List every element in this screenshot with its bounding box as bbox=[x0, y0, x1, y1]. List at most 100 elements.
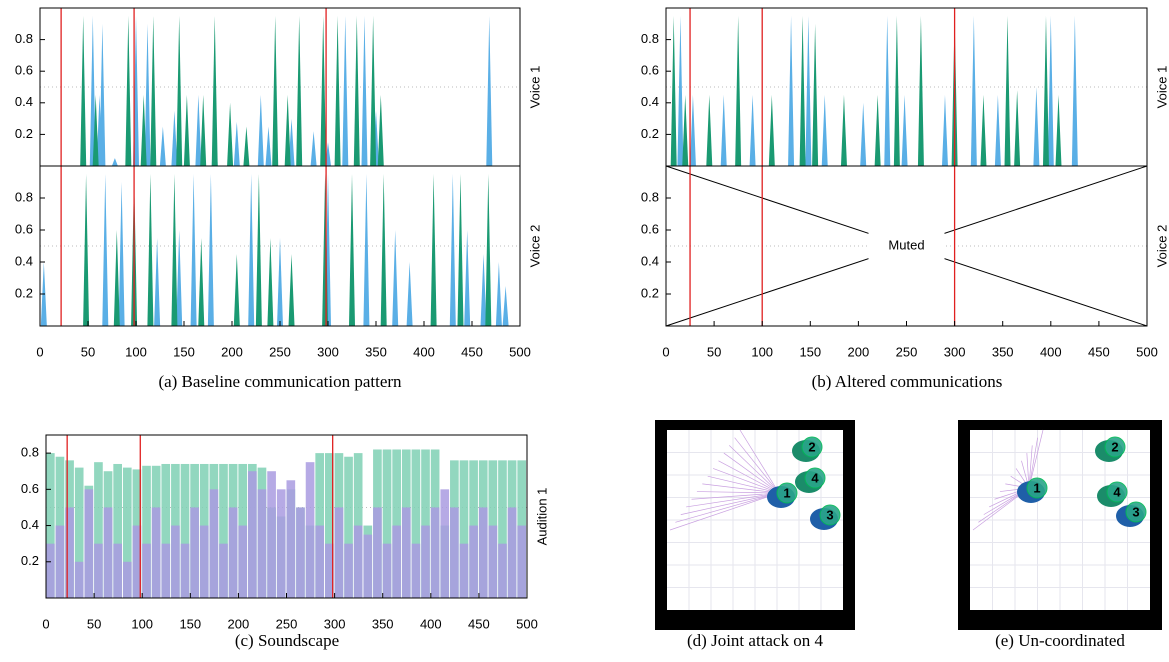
spike bbox=[682, 94, 689, 166]
bar bbox=[132, 525, 142, 598]
bar bbox=[238, 525, 248, 598]
spike bbox=[183, 94, 190, 166]
spike bbox=[1055, 94, 1062, 166]
bar bbox=[450, 507, 459, 598]
agent-head bbox=[1026, 477, 1048, 499]
sight-ray bbox=[691, 492, 780, 500]
x-tick-label: 250 bbox=[276, 616, 298, 631]
arena: 1 2 3 4 bbox=[655, 420, 855, 630]
spike bbox=[749, 94, 756, 166]
bar bbox=[498, 460, 507, 598]
x-tick-label: 50 bbox=[707, 344, 721, 359]
sight-ray bbox=[1028, 429, 1044, 489]
spike bbox=[200, 94, 207, 166]
agent-head bbox=[804, 467, 826, 489]
spike bbox=[363, 174, 370, 326]
bar bbox=[180, 543, 190, 598]
spike bbox=[111, 158, 118, 166]
bar bbox=[324, 543, 334, 598]
bar bbox=[142, 543, 151, 598]
agent-head bbox=[1125, 501, 1147, 523]
spike bbox=[994, 94, 1001, 166]
x-tick-label: 500 bbox=[509, 344, 531, 359]
x-tick-label: 300 bbox=[324, 616, 346, 631]
agent-label: 1 bbox=[783, 485, 790, 500]
spike bbox=[102, 174, 109, 326]
y-tick-label: 0.4 bbox=[641, 94, 659, 109]
spike bbox=[980, 94, 987, 166]
x-tick-label: 150 bbox=[173, 344, 195, 359]
x-tick-label: 400 bbox=[1040, 344, 1062, 359]
y-tick-label: 0.2 bbox=[641, 285, 659, 300]
x-tick-label: 0 bbox=[42, 616, 49, 631]
spike bbox=[353, 15, 360, 167]
sight-ray bbox=[680, 492, 780, 515]
y-tick-label: 0.4 bbox=[641, 253, 659, 268]
y-tick-label: 0.8 bbox=[641, 31, 659, 46]
spike bbox=[377, 94, 384, 166]
bar bbox=[373, 507, 382, 598]
x-tick-label: 0 bbox=[662, 344, 669, 359]
right-axis-label: Voice 2 bbox=[1154, 225, 1169, 268]
bar bbox=[507, 507, 517, 598]
bar bbox=[315, 525, 325, 598]
right-axis-label: Voice 2 bbox=[527, 225, 542, 268]
y-tick-label: 0.4 bbox=[15, 94, 33, 109]
spike bbox=[884, 15, 891, 167]
spike bbox=[860, 102, 867, 166]
bar bbox=[209, 489, 219, 598]
bar bbox=[171, 525, 180, 598]
bar bbox=[113, 463, 122, 598]
spike bbox=[257, 94, 264, 166]
spike bbox=[840, 94, 847, 166]
y-tick-label: 0.2 bbox=[21, 553, 39, 568]
bar bbox=[122, 561, 132, 598]
bar bbox=[296, 507, 305, 598]
spike bbox=[113, 230, 120, 326]
spike bbox=[150, 15, 157, 167]
bar bbox=[74, 467, 84, 598]
agent-head bbox=[776, 482, 798, 504]
sight-ray bbox=[712, 468, 780, 494]
bar bbox=[305, 462, 315, 598]
x-tick-label: 100 bbox=[125, 344, 147, 359]
bar bbox=[46, 543, 55, 598]
spike bbox=[768, 94, 775, 166]
spike bbox=[92, 94, 99, 166]
bar bbox=[161, 543, 171, 598]
x-tick-label: 400 bbox=[413, 344, 435, 359]
bar bbox=[344, 456, 353, 598]
agent-label: 4 bbox=[811, 470, 819, 485]
spike bbox=[670, 15, 677, 167]
caption: (c) Soundscape bbox=[235, 631, 339, 650]
bar bbox=[65, 507, 74, 598]
bar bbox=[382, 543, 392, 598]
spike bbox=[380, 174, 387, 326]
bar bbox=[344, 543, 353, 598]
spike bbox=[901, 94, 908, 166]
bar bbox=[161, 463, 171, 598]
bar bbox=[199, 525, 209, 598]
bar bbox=[248, 471, 257, 598]
x-tick-label: 450 bbox=[1088, 344, 1110, 359]
spike bbox=[812, 23, 819, 166]
bar bbox=[363, 534, 373, 598]
spike bbox=[159, 126, 166, 166]
spike bbox=[80, 15, 87, 167]
bar bbox=[459, 543, 469, 598]
sight-ray bbox=[739, 429, 780, 494]
spike bbox=[140, 94, 147, 166]
spike bbox=[689, 94, 696, 166]
spike bbox=[342, 15, 349, 167]
x-tick-label: 50 bbox=[87, 616, 101, 631]
sight-ray bbox=[707, 475, 780, 494]
spike bbox=[941, 94, 948, 166]
sight-ray bbox=[734, 437, 780, 494]
bar bbox=[353, 525, 363, 598]
y-tick-label: 0.6 bbox=[15, 221, 33, 236]
agent-label: 1 bbox=[1033, 480, 1040, 495]
bar bbox=[276, 489, 286, 598]
bar bbox=[190, 507, 199, 598]
spike bbox=[480, 254, 487, 326]
spike bbox=[147, 174, 154, 326]
